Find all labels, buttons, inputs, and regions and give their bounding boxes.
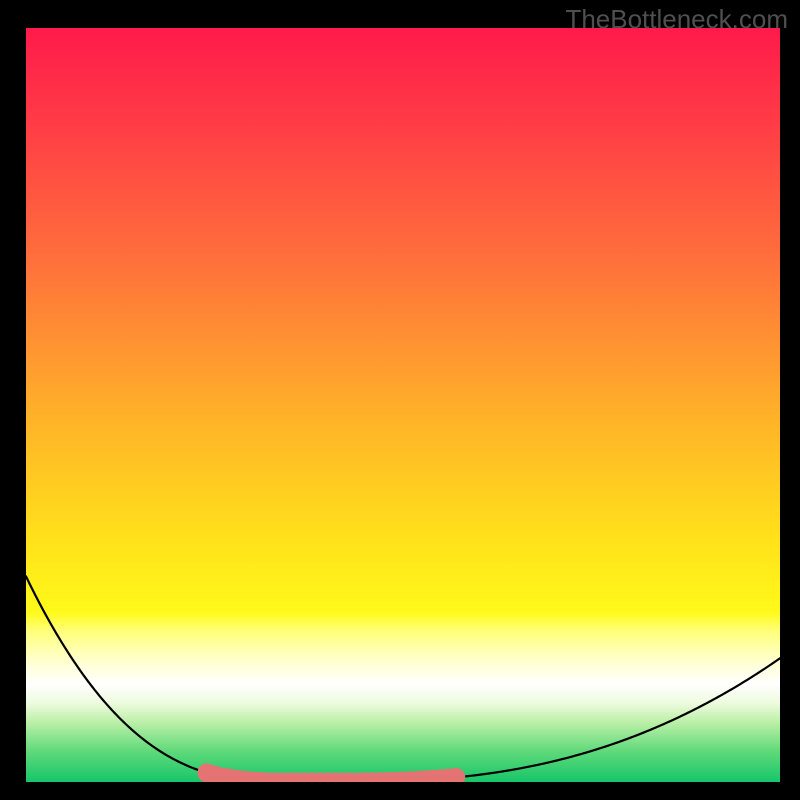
bottleneck-chart — [26, 28, 780, 782]
chart-stage: TheBottleneck.com — [0, 0, 800, 800]
watermark-text: TheBottleneck.com — [565, 4, 788, 35]
plot-background — [26, 28, 780, 782]
